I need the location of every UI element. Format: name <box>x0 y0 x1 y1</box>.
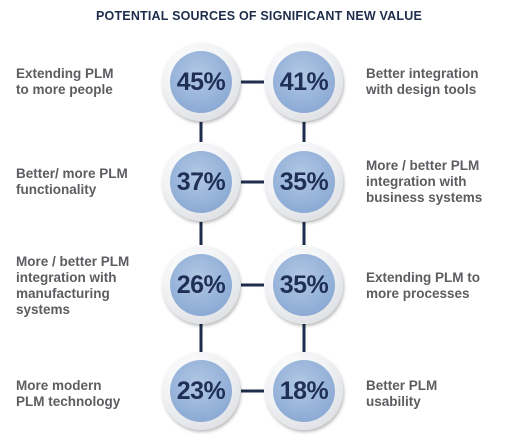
value-text: 26% <box>176 270 226 299</box>
label-right-3: Extending PLM to more processes <box>366 270 480 301</box>
value-bubble-right-1: 41% <box>265 43 343 121</box>
label-left-3: More / better PLM integration with manuf… <box>16 254 130 317</box>
value-bubble-left-2: 37% <box>162 143 240 221</box>
value-bubble-left-4: 23% <box>162 352 240 430</box>
value-bubble-left-3: 26% <box>162 246 240 324</box>
label-left-2: Better/ more PLM functionality <box>16 166 128 197</box>
value-bubble-left-1: 45% <box>162 43 240 121</box>
label-right-1: Better integration with design tools <box>366 66 479 97</box>
value-text: 41% <box>279 67 329 96</box>
value-text: 37% <box>176 167 226 196</box>
value-bubble-right-2: 35% <box>265 143 343 221</box>
label-left-1: Extending PLM to more people <box>16 66 114 97</box>
diagram-title: POTENTIAL SOURCES OF SIGNIFICANT NEW VAL… <box>95 9 422 23</box>
label-right-2: More / better PLM integration with busin… <box>366 158 483 205</box>
label-right-4: Better PLM usability <box>366 378 438 409</box>
value-text: 35% <box>279 270 329 299</box>
value-text: 23% <box>176 376 226 405</box>
value-text: 35% <box>279 167 329 196</box>
label-left-4: More modern PLM technology <box>16 378 121 409</box>
value-bubble-right-4: 18% <box>265 352 343 430</box>
value-text: 18% <box>279 376 329 405</box>
value-bubble-right-3: 35% <box>265 246 343 324</box>
value-text: 45% <box>176 67 226 96</box>
